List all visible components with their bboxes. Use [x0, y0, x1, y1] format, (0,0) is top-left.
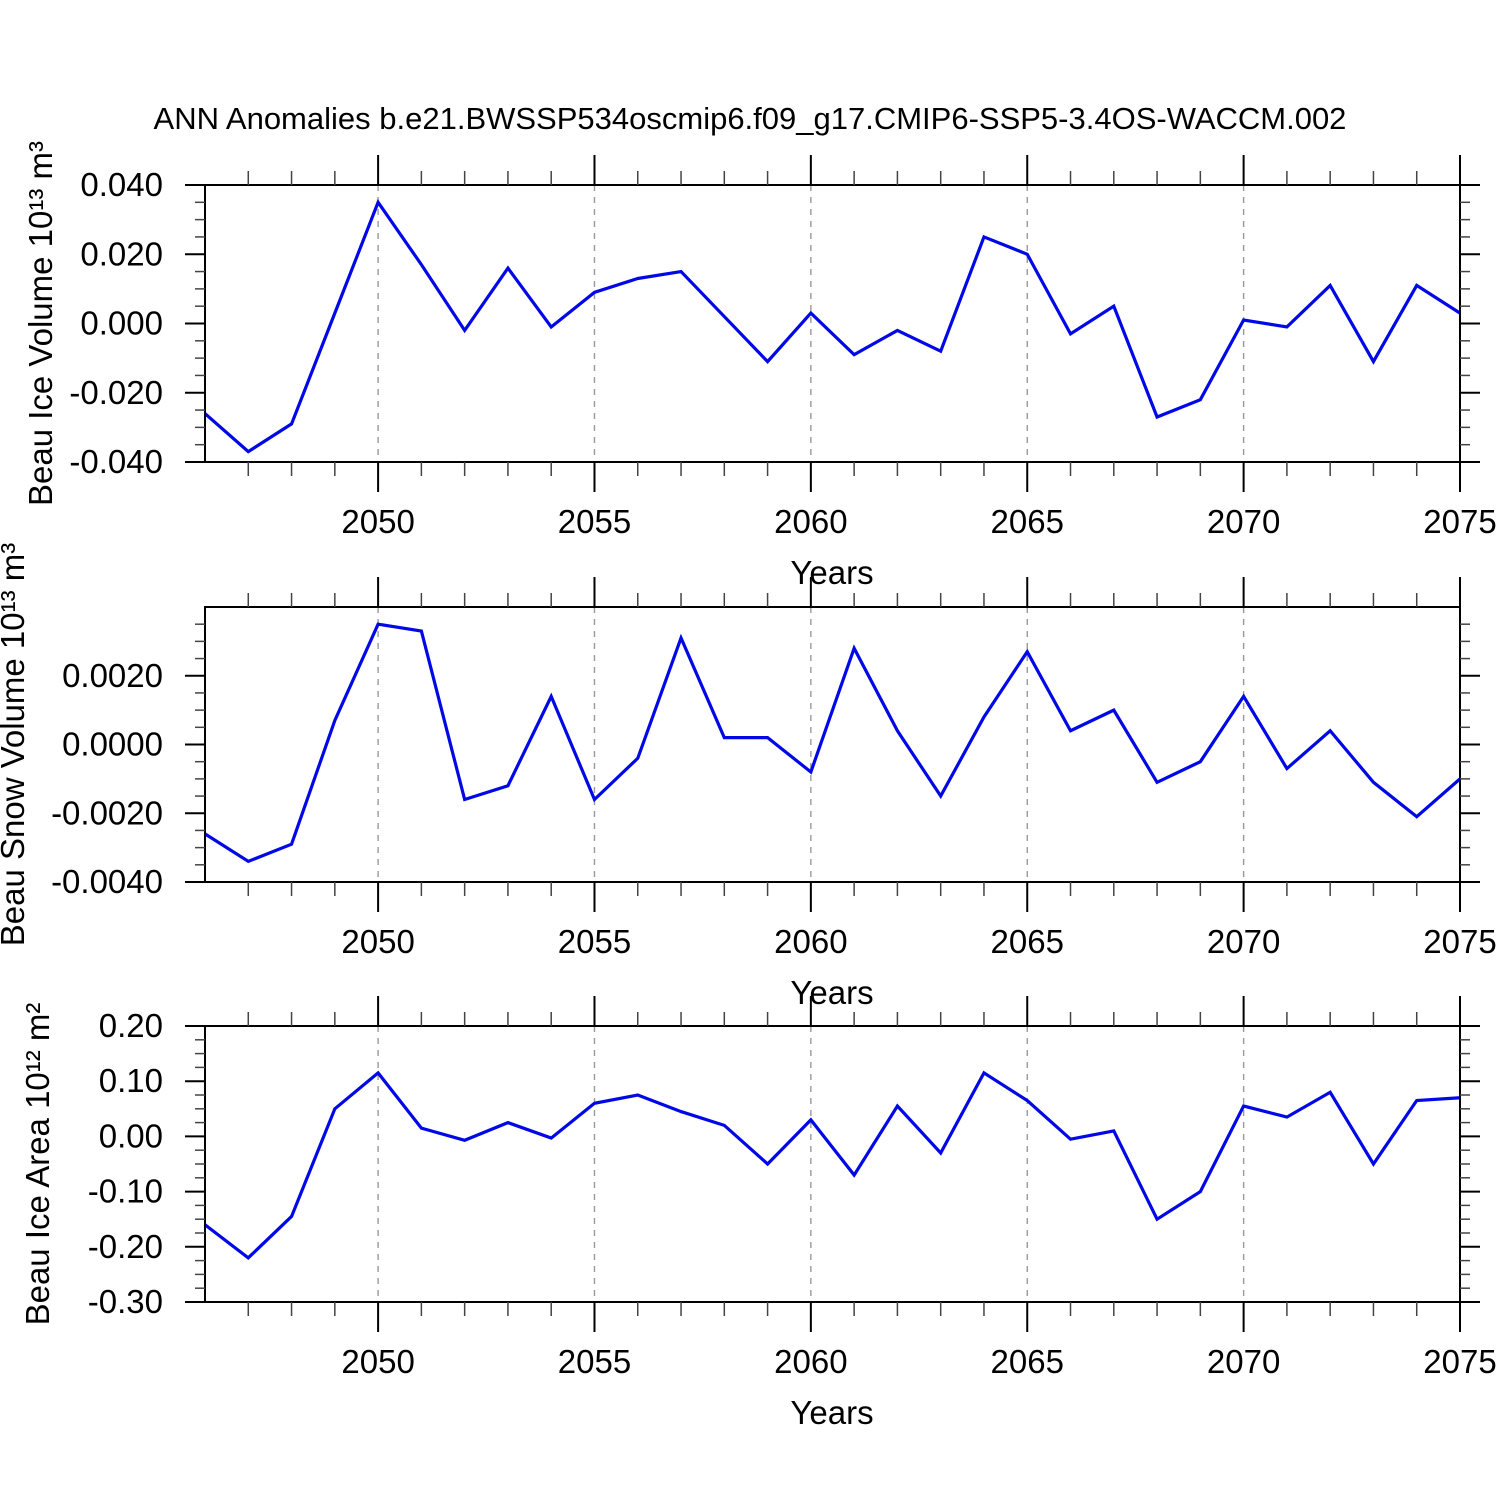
- x-tick-label: 2055: [558, 923, 631, 960]
- y-tick-label: -0.30: [88, 1283, 163, 1320]
- minor-ticks-beau-ice-volume: [195, 171, 1470, 476]
- plots-group: 2050 2055 2060 2065 2070 2075 0.040 0.020 0.000 -…: [51, 155, 1497, 1380]
- y-tick-label: -0.0040: [51, 863, 163, 900]
- x-tick-label: 2070: [1207, 1343, 1280, 1380]
- x-tick-label: 2060: [774, 923, 847, 960]
- series-line-beau-ice-area: [204, 1070, 1461, 1260]
- y-tick-label: 0.020: [80, 235, 163, 272]
- x-axis-label-panel3: Years: [790, 1394, 873, 1431]
- y-axis-label-ice-volume: Beau Ice Volume 10¹³ m³: [22, 141, 59, 506]
- y-tick-label: -0.040: [69, 443, 163, 480]
- y-axis-label-snow-volume: Beau Snow Volume 10¹³ m³: [0, 543, 31, 947]
- panel-beau-snow-volume: 2050 2055 2060 2065 2070 2075 0.0020 0.0000 -0.0…: [51, 577, 1497, 960]
- series-line-beau-snow-volume: [204, 622, 1462, 864]
- x-tick-label: 2055: [558, 503, 631, 540]
- y-tick-label: 0.20: [99, 1007, 163, 1044]
- plot-frame: [204, 1025, 1461, 1303]
- x-tick-label: 2060: [774, 1343, 847, 1380]
- y-tick-label: -0.20: [88, 1228, 163, 1265]
- x-axis-label-panel2: Years: [790, 974, 873, 1011]
- y-tick-label: -0.10: [88, 1173, 163, 1210]
- y-tick-label: 0.000: [80, 305, 163, 342]
- ticks-beau-ice-volume: [185, 155, 1480, 492]
- x-tick-label: 2075: [1423, 923, 1496, 960]
- y-tick-label: 0.00: [99, 1117, 163, 1154]
- x-tick-label: 2065: [991, 923, 1064, 960]
- x-tick-label: 2065: [991, 1343, 1064, 1380]
- x-tick-label: 2070: [1207, 923, 1280, 960]
- y-tick-label: 0.10: [99, 1062, 163, 1099]
- x-tick-label: 2065: [991, 503, 1064, 540]
- y-tick-label: 0.0020: [62, 657, 163, 694]
- y-tick-label: 0.040: [80, 166, 163, 203]
- y-axis-label-ice-area: Beau Ice Area 10¹² m²: [19, 1003, 56, 1326]
- x-tick-label: 2060: [774, 503, 847, 540]
- y-tick-label: -0.020: [69, 374, 163, 411]
- panel-beau-ice-area: 2050 2055 2060 2065 2070 2075 0.20 0.10 0.00 -0.1…: [88, 996, 1497, 1380]
- x-tick-label: 2075: [1423, 503, 1496, 540]
- minor-ticks-beau-snow-volume: [195, 593, 1470, 896]
- x-tick-label: 2055: [558, 1343, 631, 1380]
- x-axis-label-panel1: Years: [790, 554, 873, 591]
- ticks-beau-snow-volume: [185, 577, 1480, 912]
- x-tick-label: 2075: [1423, 1343, 1496, 1380]
- x-tick-label: 2050: [341, 1343, 414, 1380]
- ticks-beau-ice-area: [185, 996, 1480, 1332]
- figure-title: ANN Anomalies b.e21.BWSSP534oscmip6.f09_…: [154, 101, 1347, 136]
- x-tick-label: 2050: [341, 923, 414, 960]
- series-line-beau-ice-volume: [203, 198, 1461, 454]
- minor-ticks-beau-ice-area: [195, 1012, 1470, 1316]
- panel-beau-ice-volume: 2050 2055 2060 2065 2070 2075 0.040 0.020 0.000 -…: [69, 155, 1497, 540]
- x-tick-label: 2070: [1207, 503, 1280, 540]
- x-tick-label: 2050: [341, 503, 414, 540]
- y-tick-label: -0.0020: [51, 794, 163, 831]
- y-tick-label: 0.0000: [62, 726, 163, 763]
